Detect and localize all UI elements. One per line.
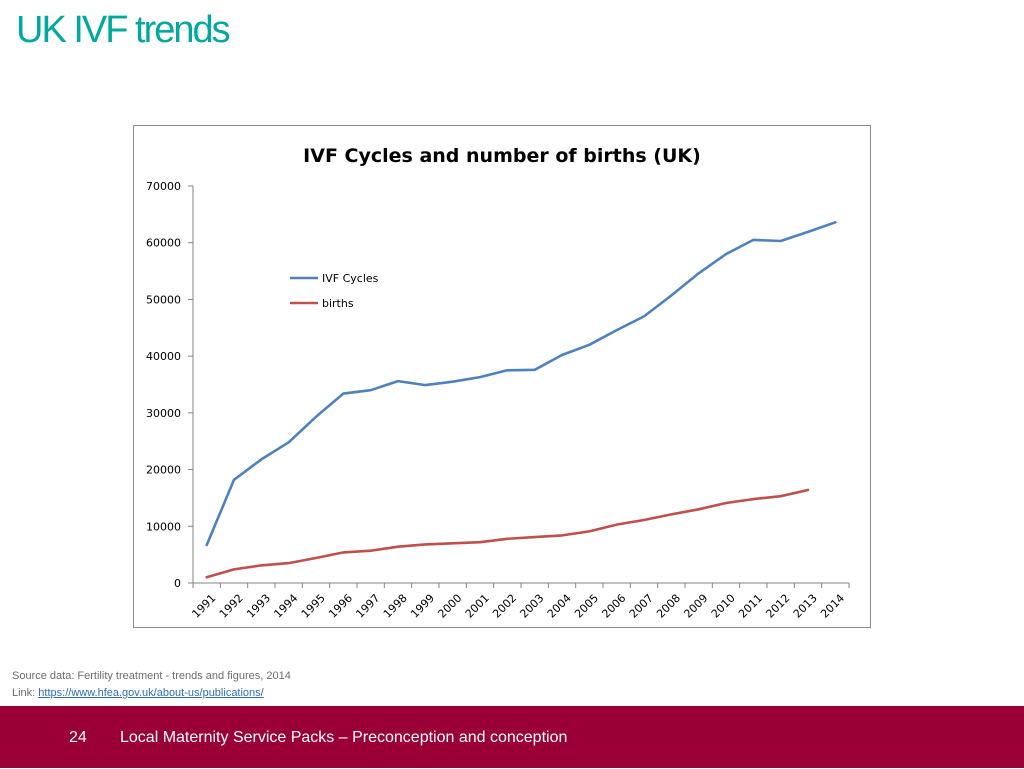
x-tick-label: 1993 <box>244 592 273 621</box>
x-tick-label: 2010 <box>709 592 738 621</box>
y-tick-label: 20000 <box>146 464 181 477</box>
legend-label: births <box>322 297 354 310</box>
x-tick-label: 2005 <box>572 592 601 621</box>
chart-container: IVF Cycles and number of births (UK) 0 10… <box>133 125 871 628</box>
chart-title: IVF Cycles and number of births (UK) <box>303 145 701 167</box>
x-tick-label: 2013 <box>791 592 820 621</box>
source-text: Source data: Fertility treatment - trend… <box>12 670 291 682</box>
y-tick-label: 70000 <box>146 180 181 193</box>
x-tick-label: 1994 <box>271 592 300 621</box>
publications-link[interactable]: https://www.hfea.gov.uk/about-us/publica… <box>38 687 264 699</box>
source-link-line: Link: https://www.hfea.gov.uk/about-us/p… <box>12 685 291 702</box>
x-tick-label: 2002 <box>490 592 519 621</box>
x-tick-label: 1998 <box>381 592 410 621</box>
y-tick-label: 50000 <box>146 293 181 306</box>
x-tick-label: 2009 <box>681 592 710 621</box>
x-tick-label: 1997 <box>353 592 382 621</box>
page-title: UK IVF trends <box>16 9 231 51</box>
x-tick-label: 1999 <box>408 592 437 621</box>
link-prefix: Link: <box>12 687 39 699</box>
y-tick-label: 0 <box>174 577 181 590</box>
series-line-ivf-cycles <box>205 221 837 547</box>
y-tick-label: 60000 <box>146 237 181 250</box>
footer-text: Local Maternity Service Packs – Preconce… <box>120 729 568 746</box>
x-tick-label: 1996 <box>326 592 355 621</box>
x-tick-label: 2003 <box>517 592 546 621</box>
y-tick-label: 10000 <box>146 520 181 533</box>
x-tick-label: 2012 <box>763 592 792 621</box>
series-line-births <box>205 488 810 579</box>
footer-bar: 24 Local Maternity Service Packs – Preco… <box>0 706 1024 768</box>
y-tick-label: 30000 <box>146 407 181 420</box>
x-tick-label: 1995 <box>299 592 328 621</box>
x-tick-label: 1992 <box>217 592 246 621</box>
x-tick-label: 1991 <box>189 592 218 621</box>
x-tick-label: 2008 <box>654 592 683 621</box>
x-tick-label: 2007 <box>627 592 656 621</box>
x-tick-label: 2001 <box>463 592 492 621</box>
chart-legend: IVF Cycles births <box>290 272 379 310</box>
x-tick-label: 2014 <box>818 592 847 621</box>
legend-label: IVF Cycles <box>322 272 379 285</box>
x-tick-label: 2004 <box>545 592 574 621</box>
y-tick-label: 40000 <box>146 350 181 363</box>
source-note: Source data: Fertility treatment - trend… <box>12 668 291 702</box>
chart-series <box>205 221 837 579</box>
page-number: 24 <box>69 729 87 746</box>
x-tick-label: 2000 <box>435 592 464 621</box>
x-tick-label: 2006 <box>599 592 628 621</box>
x-tick-label: 2011 <box>736 592 765 621</box>
